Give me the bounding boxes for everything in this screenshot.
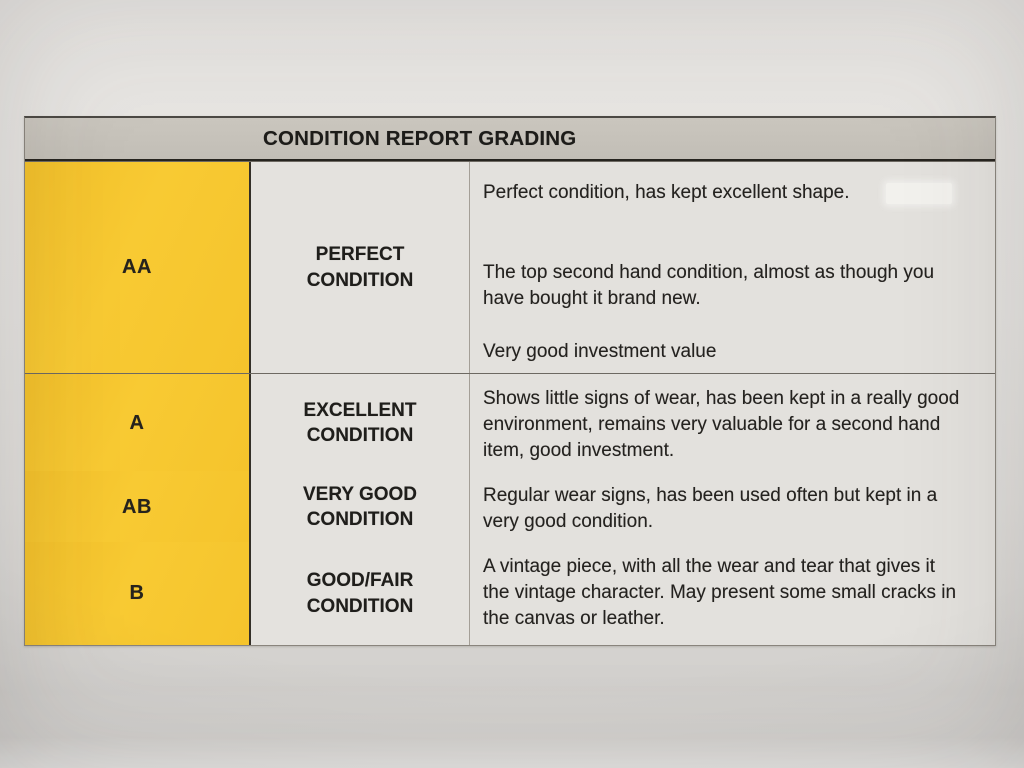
condition-name: PERFECT CONDITION — [306, 243, 414, 291]
condition-name-cell: EXCELLENT CONDITION — [251, 374, 469, 473]
table-row: B GOOD/FAIR CONDITION A vintage piece, w… — [25, 541, 995, 645]
description-paragraph: Perfect condition, has kept excellent sh… — [483, 182, 850, 203]
condition-name-cell: PERFECT CONDITION — [251, 162, 469, 373]
condition-name: EXCELLENT CONDITION — [303, 399, 417, 447]
whiteout-correction-mark — [886, 183, 952, 204]
table-row: AA PERFECT CONDITION Perfect condition, … — [25, 161, 995, 373]
condition-name-cell: VERY GOOD CONDITION — [251, 471, 469, 544]
description-cell: Shows little signs of wear, has been kep… — [469, 374, 995, 473]
description-cell: Regular wear signs, has been used often … — [469, 471, 995, 544]
description-paragraph: Shows little signs of wear, has been kep… — [483, 388, 960, 462]
condition-name-cell: GOOD/FAIR CONDITION — [251, 542, 469, 645]
description-paragraph: Regular wear signs, has been used often … — [483, 485, 938, 533]
grade-cell: AB — [25, 471, 251, 544]
table-title: CONDITION REPORT GRADING — [263, 126, 577, 150]
table-header-row: CONDITION REPORT GRADING — [25, 118, 995, 161]
description-cell: A vintage piece, with all the wear and t… — [469, 542, 995, 645]
condition-grading-table: CONDITION REPORT GRADING AA PERFECT COND… — [24, 116, 996, 646]
description-paragraph: The top second hand condition, almost as… — [483, 262, 935, 310]
description-paragraph: Very good investment value — [483, 340, 717, 362]
table-row: A EXCELLENT CONDITION Shows little signs… — [25, 373, 995, 473]
condition-name: GOOD/FAIR CONDITION — [306, 569, 414, 617]
grade-cell: AA — [25, 162, 251, 373]
table-row: AB VERY GOOD CONDITION Regular wear sign… — [25, 470, 995, 544]
description-paragraph: A vintage piece, with all the wear and t… — [483, 556, 957, 630]
grade-cell: B — [25, 542, 251, 645]
condition-name: VERY GOOD CONDITION — [302, 483, 418, 531]
grade-cell: A — [25, 374, 251, 473]
